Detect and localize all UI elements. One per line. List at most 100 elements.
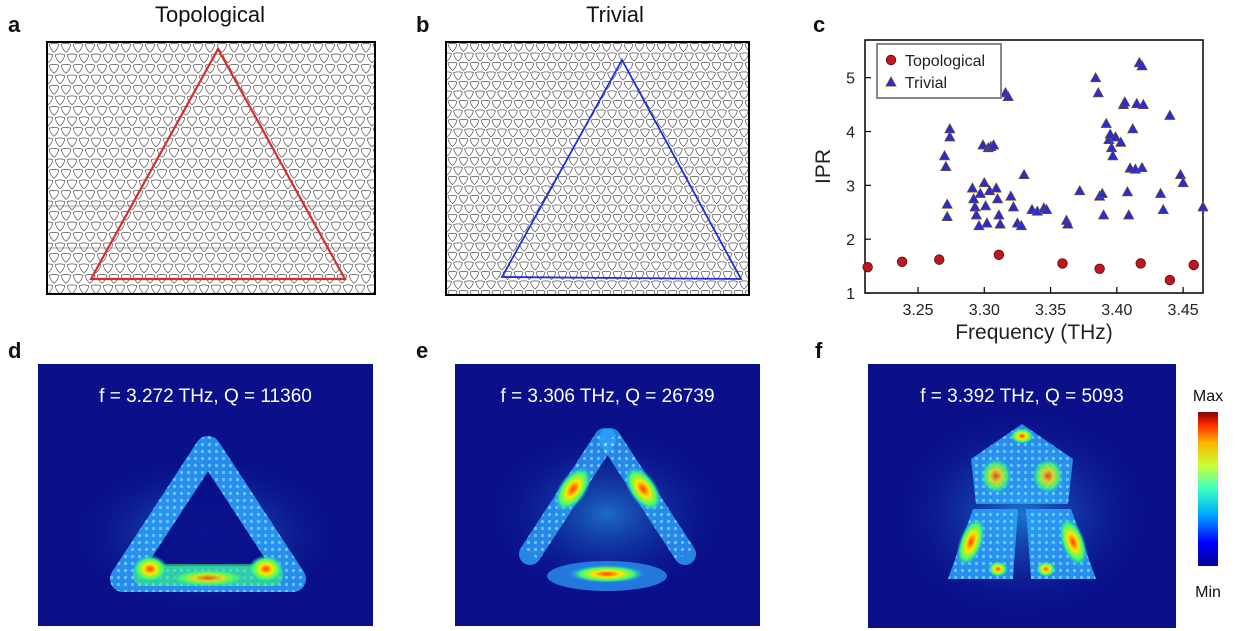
trivial-point <box>1097 209 1110 220</box>
legend-marker-trivial <box>885 76 897 87</box>
trivial-point <box>1074 184 1086 196</box>
topological-point <box>896 256 908 267</box>
panel-b-lattice <box>445 41 750 296</box>
field-map-d: f = 3.272 THz, Q = 11360 <box>38 364 373 626</box>
topological-point <box>1057 258 1068 269</box>
trivial-point <box>1137 98 1150 110</box>
trivial-point <box>1136 60 1148 71</box>
trivial-point <box>1121 185 1134 197</box>
field-intensity-map <box>38 364 373 626</box>
panel-label-b: b <box>416 12 430 37</box>
trivial-point <box>994 218 1006 229</box>
trivial-point <box>1174 168 1187 180</box>
panel-a-lattice <box>46 41 376 295</box>
topological-point <box>934 254 945 265</box>
ipr-scatter-chart: 3.25 3.30 3.35 3.40 3.45 1 2 3 4 5 Frequency (THz)… <box>812 39 1208 344</box>
trivial-point <box>1005 190 1017 201</box>
colorbar-min-label: Min <box>1195 584 1221 601</box>
trivial-point <box>944 131 956 142</box>
x-tick-label: 3.25 <box>902 302 933 319</box>
field-intensity-map <box>455 364 760 626</box>
topological-point <box>1094 263 1105 274</box>
y-tick-label: 3 <box>846 178 855 195</box>
trivial-point <box>1096 187 1108 198</box>
field-intensity-map <box>868 364 1176 628</box>
trivial-point <box>941 198 953 209</box>
topological-point <box>1164 274 1176 286</box>
trivial-point <box>1119 96 1131 107</box>
legend-marker-topological <box>885 54 897 66</box>
trivial-point <box>1154 187 1167 198</box>
x-tick-label: 3.30 <box>969 302 1000 319</box>
trivial-point <box>991 192 1004 204</box>
legend-box <box>876 43 1002 99</box>
x-tick-label: 3.35 <box>1035 302 1066 319</box>
trivial-point <box>1002 90 1014 101</box>
y-axis-label: IPR <box>812 149 835 184</box>
x-axis-label: Frequency (THz) <box>955 321 1113 344</box>
trivial-point <box>1040 203 1053 215</box>
trivial-triangle <box>500 58 743 280</box>
x-tick-label: 3.45 <box>1168 302 1199 319</box>
trivial-point <box>974 187 987 198</box>
trivial-point <box>1123 209 1135 220</box>
trivial-point <box>1105 141 1118 153</box>
colorbar <box>1198 412 1218 566</box>
trivial-point <box>1018 168 1030 180</box>
trivial-point <box>1197 201 1208 212</box>
trivial-point <box>1107 149 1119 161</box>
trivial-point <box>1136 161 1148 173</box>
panel-label-c: c <box>813 12 826 37</box>
y-tick-label: 1 <box>846 286 855 303</box>
topological-point <box>1188 259 1199 271</box>
trivial-point <box>978 176 991 188</box>
trivial-point <box>1007 201 1020 212</box>
trivial-point <box>979 199 992 211</box>
trivial-point <box>969 201 981 212</box>
y-tick-label: 4 <box>846 125 855 142</box>
panel-label-e: e <box>416 338 429 363</box>
trivial-point <box>1131 97 1143 108</box>
trivial-point <box>990 182 1002 193</box>
trivial-point <box>1115 136 1127 147</box>
topological-triangle <box>89 46 347 281</box>
trivial-point <box>981 217 993 228</box>
trivial-point <box>1177 176 1189 188</box>
trivial-point <box>1109 131 1122 142</box>
field-caption-e: f = 3.306 THz, Q = 26739 <box>500 386 715 407</box>
legend-label-topological: Topological <box>905 53 985 70</box>
trivial-point <box>1062 218 1074 229</box>
topological-point <box>993 249 1005 260</box>
panel-label-a: a <box>8 12 21 37</box>
x-tick-label: 3.40 <box>1101 302 1132 319</box>
trivial-point <box>940 160 952 171</box>
trivial-point <box>1015 219 1028 231</box>
field-map-f: f = 3.392 THz, Q = 5093 <box>868 364 1176 628</box>
trivial-point <box>941 210 953 222</box>
trivial-point <box>1157 203 1169 215</box>
trivial-point <box>1100 117 1112 128</box>
panel-label-d: d <box>8 338 22 363</box>
lattice-pattern <box>48 43 374 293</box>
trivial-point <box>1127 123 1139 134</box>
trivial-point <box>1164 109 1176 120</box>
panel-b-title: Trivial <box>586 2 644 27</box>
panel-label-f: f <box>815 338 823 363</box>
legend-label-trivial: Trivial <box>905 75 947 92</box>
field-caption-d: f = 3.272 THz, Q = 11360 <box>99 386 312 407</box>
field-caption-f: f = 3.392 THz, Q = 5093 <box>920 386 1124 407</box>
panel-a-title: Topological <box>154 2 266 27</box>
y-tick-label: 5 <box>846 71 855 88</box>
trivial-point <box>970 209 983 220</box>
field-map-e: f = 3.306 THz, Q = 26739 <box>455 364 760 626</box>
topological-point <box>1135 258 1146 269</box>
lattice-pattern <box>447 43 748 294</box>
topological-point <box>862 261 873 273</box>
trivial-point <box>993 209 1005 220</box>
trivial-point <box>1092 86 1104 98</box>
trivial-point <box>938 149 951 161</box>
trivial-point <box>966 182 979 193</box>
trivial-point <box>967 192 980 204</box>
y-tick-label: 2 <box>846 232 855 249</box>
trivial-point <box>987 139 1000 150</box>
